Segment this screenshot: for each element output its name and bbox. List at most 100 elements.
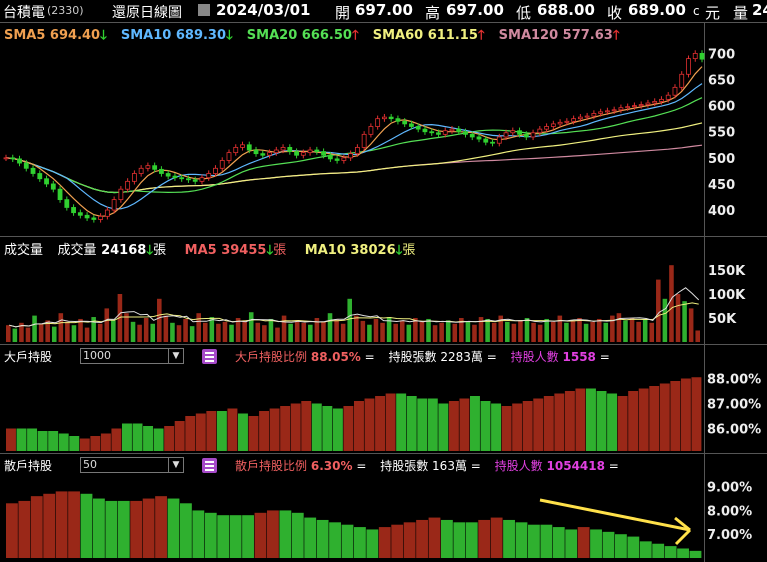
big-holders-bar <box>259 411 270 451</box>
volume-bar <box>71 325 77 342</box>
people-value: 1558 <box>562 350 596 364</box>
volume-bar <box>439 322 444 342</box>
ma-legend-item: SMA10 689.30🡓 <box>120 28 233 43</box>
big-holders-bar <box>564 391 575 451</box>
candle-body <box>469 133 475 138</box>
big-holders-bar <box>122 423 132 451</box>
volume-bar <box>65 321 70 342</box>
big-holders-threshold-select[interactable]: 1000 ▼ <box>80 348 184 364</box>
candle-body <box>564 120 570 123</box>
big-holders-bar <box>459 398 470 451</box>
close-label: 收 <box>607 4 623 22</box>
volume-bar <box>51 326 57 342</box>
retail-holders-bar <box>540 524 553 558</box>
equals: = <box>356 459 367 473</box>
candle-body <box>321 151 326 156</box>
big-holders-bar <box>385 393 396 451</box>
retail-holders-bar <box>30 496 43 558</box>
ma-legend-item: SMA20 666.50🡑 <box>246 28 359 43</box>
volume-bar <box>189 326 195 342</box>
volume-bar <box>465 321 471 342</box>
candle-body <box>37 173 43 180</box>
volume-bar <box>157 298 162 342</box>
candle-body <box>64 199 70 208</box>
candle-body <box>699 53 705 60</box>
retail-holders-bar <box>664 546 677 558</box>
candle-body <box>577 116 583 120</box>
big-holders-bar <box>638 388 649 451</box>
chevron-down-icon[interactable]: ▼ <box>168 458 183 472</box>
big-holders-bar <box>575 388 586 451</box>
ma-legend-item: SMA60 611.15🡑 <box>372 28 485 43</box>
candle-body <box>199 177 205 182</box>
volume-bar <box>603 322 609 342</box>
retail-holders-bar <box>130 500 143 558</box>
volume-bar <box>636 321 641 342</box>
retail-holders-bar <box>677 548 689 558</box>
big-holders-bar <box>216 411 227 451</box>
big-holders-bar <box>596 391 607 451</box>
down-arrow-icon: 🡓 <box>266 243 274 258</box>
candle-body <box>280 146 286 151</box>
sma-line-sma10 <box>5 83 703 210</box>
low-value: 688.00 <box>537 1 595 19</box>
volume-bar <box>321 321 326 342</box>
candle-body <box>496 136 502 144</box>
candle-body <box>307 149 313 154</box>
volume-bar <box>84 327 90 342</box>
volume-bar <box>373 318 379 342</box>
volume-bar <box>564 322 569 342</box>
volume-bar <box>137 324 142 342</box>
volume-bar <box>695 330 700 342</box>
candle-body <box>368 126 374 135</box>
retail-holders-bar <box>378 527 391 558</box>
vol-ma10-label: MA10 <box>304 243 346 258</box>
big-holders-bar <box>375 396 386 451</box>
retail-holders-bar <box>403 522 416 558</box>
candle-body <box>327 154 333 160</box>
candle-body <box>503 132 509 138</box>
retail-holders-bar <box>689 550 702 558</box>
candle-body <box>240 144 245 148</box>
retail-holders-bar <box>627 536 640 558</box>
list-icon[interactable] <box>202 458 217 473</box>
volume-bar <box>163 315 169 342</box>
chevron-down-icon[interactable]: ▼ <box>168 349 183 363</box>
candle-body <box>152 165 158 170</box>
retail-holders-bar <box>341 524 354 558</box>
big-holders-bar <box>311 403 322 451</box>
big-holders-bar <box>332 408 343 451</box>
candle-body <box>341 157 347 161</box>
candle-body <box>517 130 522 135</box>
candle-body <box>44 178 49 185</box>
big-holders-bar <box>90 436 101 451</box>
retail-holders-bar <box>416 519 428 558</box>
volume-bar <box>45 320 50 342</box>
big-holders-bar <box>185 416 196 451</box>
candle-body <box>131 173 137 182</box>
price-tick-label: 550 <box>708 126 735 141</box>
candle-body <box>206 173 212 179</box>
volume-bar <box>360 320 366 342</box>
volume-bar <box>97 323 103 342</box>
candle-body <box>348 153 354 159</box>
calendar-icon[interactable] <box>198 4 210 16</box>
price-tick-label: 400 <box>708 204 735 219</box>
shares-value: 163萬 <box>432 459 467 473</box>
retail-holders-bar <box>142 498 155 558</box>
volume-bar <box>531 322 536 342</box>
volume-bar <box>452 323 458 342</box>
candle-body <box>375 118 381 127</box>
big-holders-bar <box>691 377 702 451</box>
big-holders-bar <box>607 393 618 451</box>
candle-body <box>186 178 191 181</box>
retail-holders-threshold-select[interactable]: 50 ▼ <box>80 457 184 473</box>
candle-body <box>165 173 171 177</box>
retail-holders-bar <box>180 503 192 558</box>
candle-body <box>111 199 117 211</box>
volume-bar <box>472 324 477 342</box>
retail-holders-bar <box>204 512 217 558</box>
trend-arrow-head <box>674 516 692 546</box>
list-icon[interactable] <box>202 349 217 364</box>
